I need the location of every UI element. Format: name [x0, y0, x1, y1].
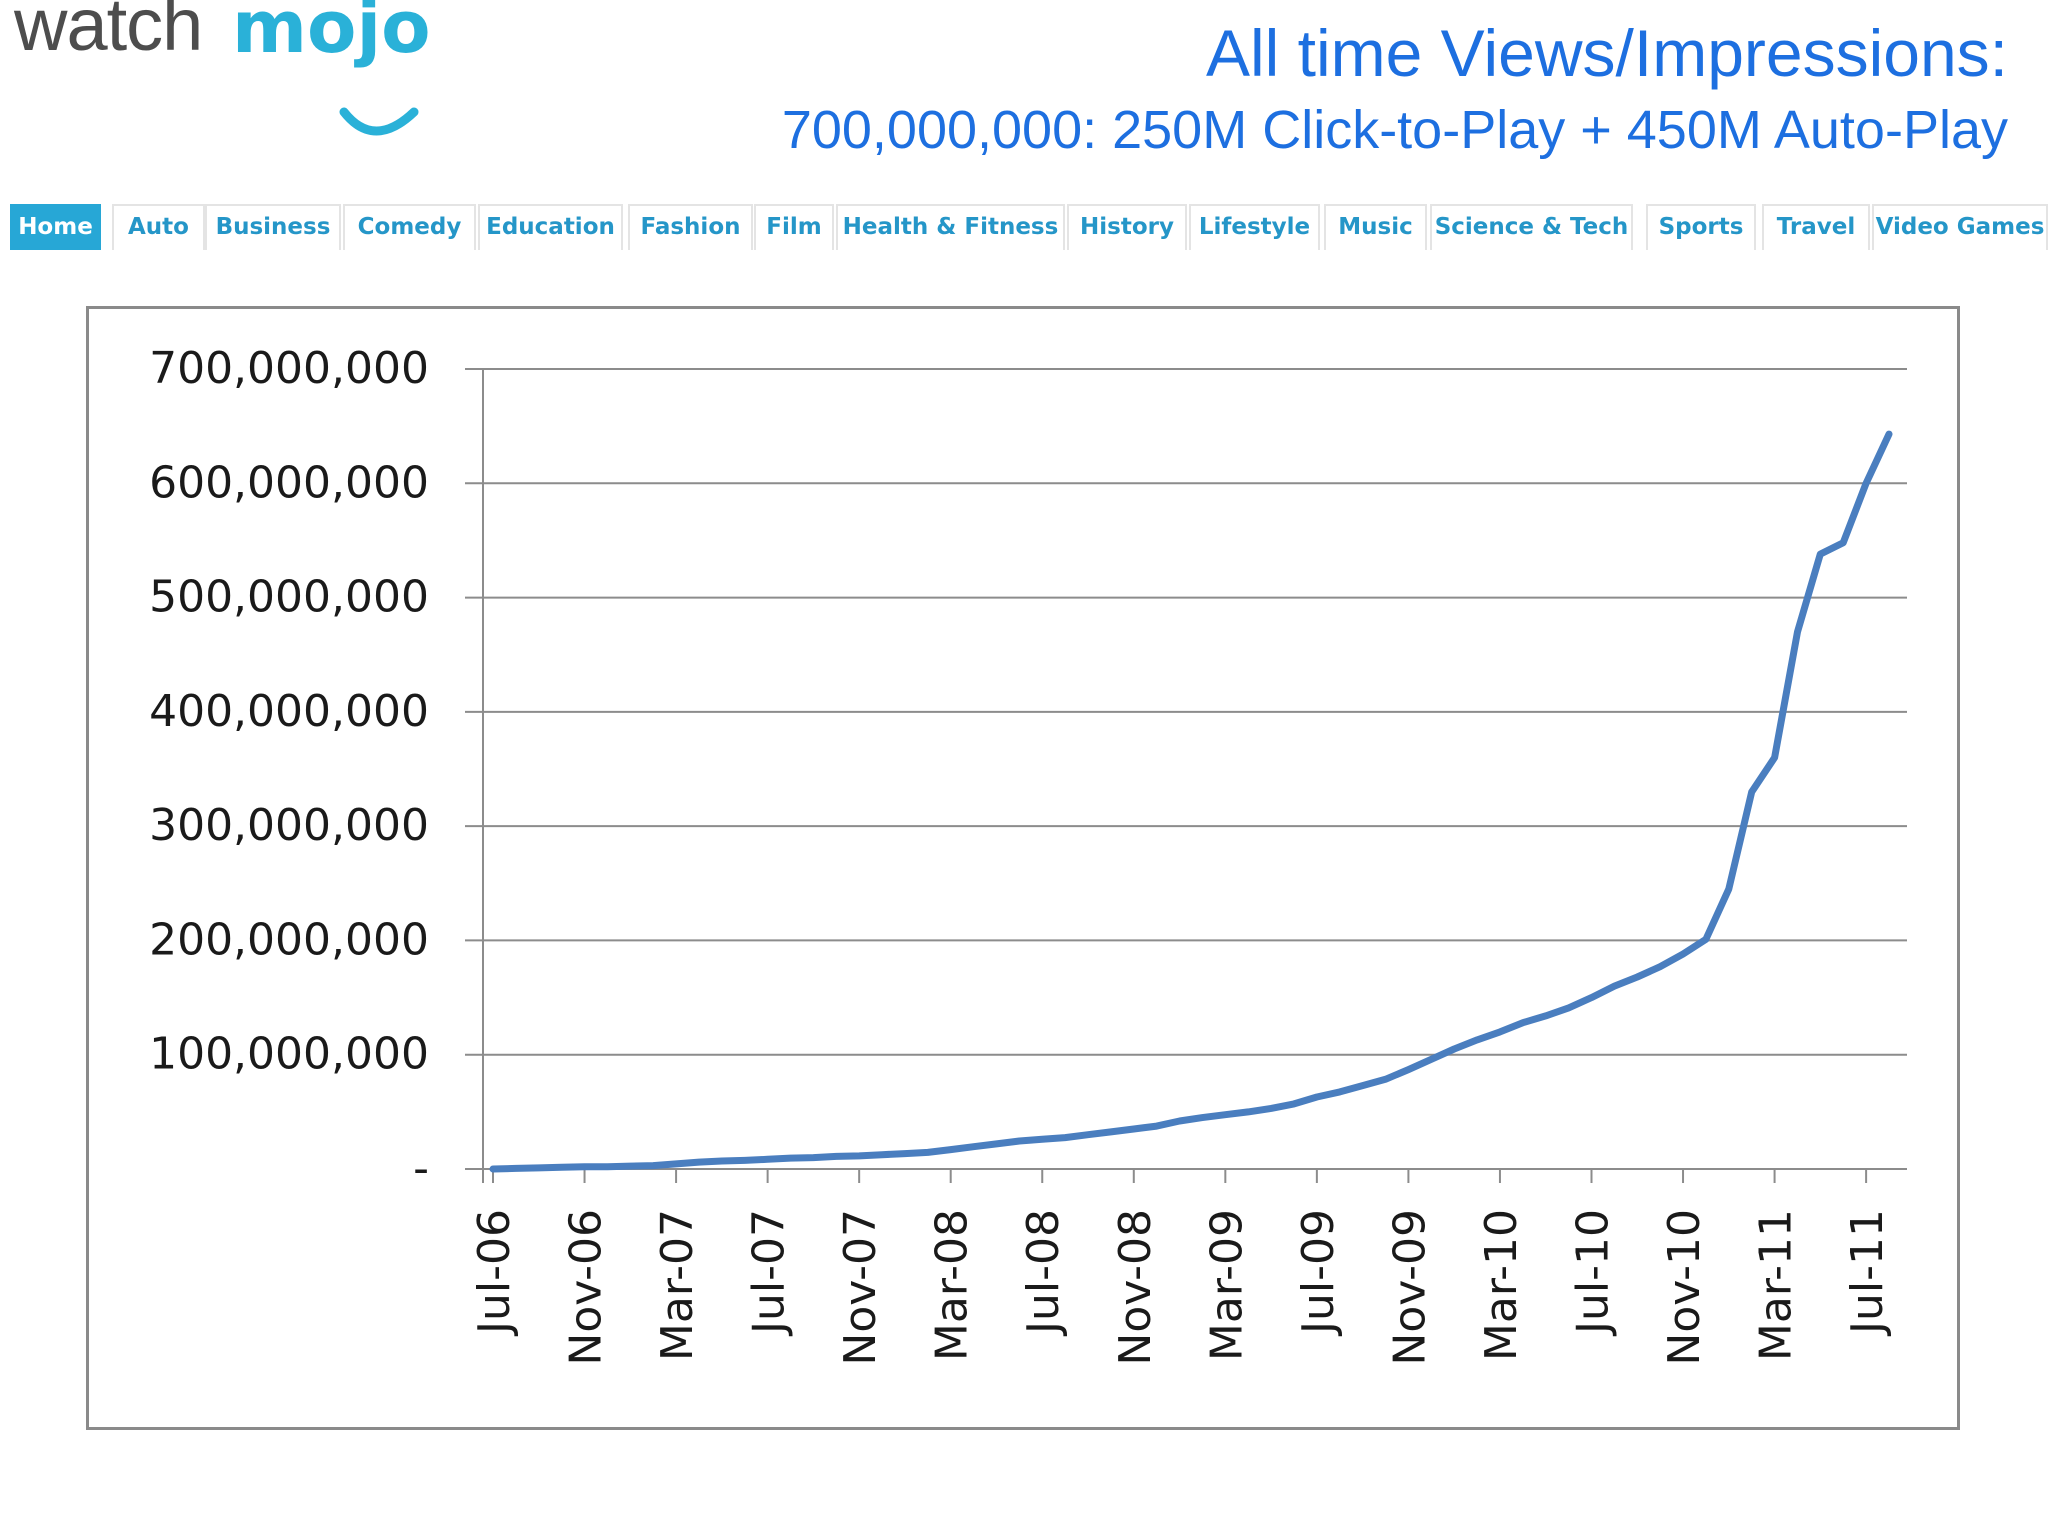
headline: All time Views/Impressions: 700,000,000:… [782, 12, 2008, 166]
tab-fashion[interactable]: Fashion [628, 204, 753, 250]
logo-mojo-mark: mojo [232, 0, 431, 136]
tab-film[interactable]: Film [754, 204, 834, 250]
y-tick-label: 400,000,000 [149, 686, 429, 737]
tab-auto[interactable]: Auto [112, 204, 205, 250]
x-tick-label: Mar-07 [652, 1209, 703, 1361]
watchmojo-logo[interactable]: watch mojo [14, 0, 454, 160]
tab-education[interactable]: Education [478, 204, 623, 250]
y-tick-label: 600,000,000 [149, 457, 429, 508]
tab-travel[interactable]: Travel [1762, 204, 1870, 250]
x-tick-label: Nov-06 [561, 1209, 612, 1366]
x-tick-label: Jul-10 [1567, 1209, 1618, 1337]
tab-sports[interactable]: Sports [1646, 204, 1756, 250]
y-tick-label: 300,000,000 [149, 800, 429, 851]
x-tick-label: Jul-08 [1018, 1209, 1069, 1337]
logo-text-mojo: mojo [232, 0, 431, 69]
tab-video-games[interactable]: Video Games [1872, 204, 2048, 250]
tab-home[interactable]: Home [10, 204, 101, 250]
logo-smile-icon [339, 107, 419, 136]
y-tick-label: 100,000,000 [149, 1029, 429, 1080]
x-tick-label: Mar-11 [1751, 1209, 1802, 1361]
x-tick-label: Nov-07 [835, 1209, 886, 1366]
x-tick-label: Jul-07 [744, 1209, 795, 1337]
x-tick-label: Nov-09 [1384, 1209, 1435, 1366]
tab-lifestyle[interactable]: Lifestyle [1189, 204, 1320, 250]
headline-subtitle: 700,000,000: 250M Click-to-Play + 450M A… [781, 100, 2008, 160]
y-tick-label: - [413, 1143, 429, 1194]
tab-history[interactable]: History [1067, 204, 1187, 250]
x-tick-label: Mar-09 [1201, 1209, 1252, 1361]
x-tick-label: Mar-10 [1476, 1209, 1527, 1361]
logo-text-watch: watch [14, 0, 203, 66]
x-tick-label: Jul-06 [469, 1209, 520, 1337]
views-line-chart: - 100,000,000 200,000,000 300,000,000 400,00… [149, 343, 1907, 1366]
y-tick-label: 500,000,000 [149, 572, 429, 623]
x-tick-label: Mar-08 [927, 1209, 978, 1361]
y-tick-label: 700,000,000 [149, 343, 429, 394]
x-tick-label: Jul-09 [1293, 1209, 1344, 1337]
tab-health-fitness[interactable]: Health & Fitness [836, 204, 1065, 250]
category-nav: Home Auto Business Comedy Education Fash… [10, 204, 2048, 250]
x-tick-label: Nov-10 [1659, 1209, 1710, 1366]
x-tick-label: Nov-08 [1110, 1209, 1161, 1366]
views-series-line [489, 430, 1893, 1173]
headline-title: All time Views/Impressions: [1205, 16, 2008, 90]
tab-science-tech[interactable]: Science & Tech [1430, 204, 1633, 250]
tab-comedy[interactable]: Comedy [343, 204, 476, 250]
tab-business[interactable]: Business [205, 204, 341, 250]
x-tick-label: Jul-11 [1842, 1209, 1893, 1337]
y-tick-label: 200,000,000 [149, 914, 429, 965]
logo-wordmark: watch [14, 0, 203, 67]
views-chart-frame: - 100,000,000 200,000,000 300,000,000 400,00… [86, 306, 1960, 1430]
tab-music[interactable]: Music [1324, 204, 1427, 250]
